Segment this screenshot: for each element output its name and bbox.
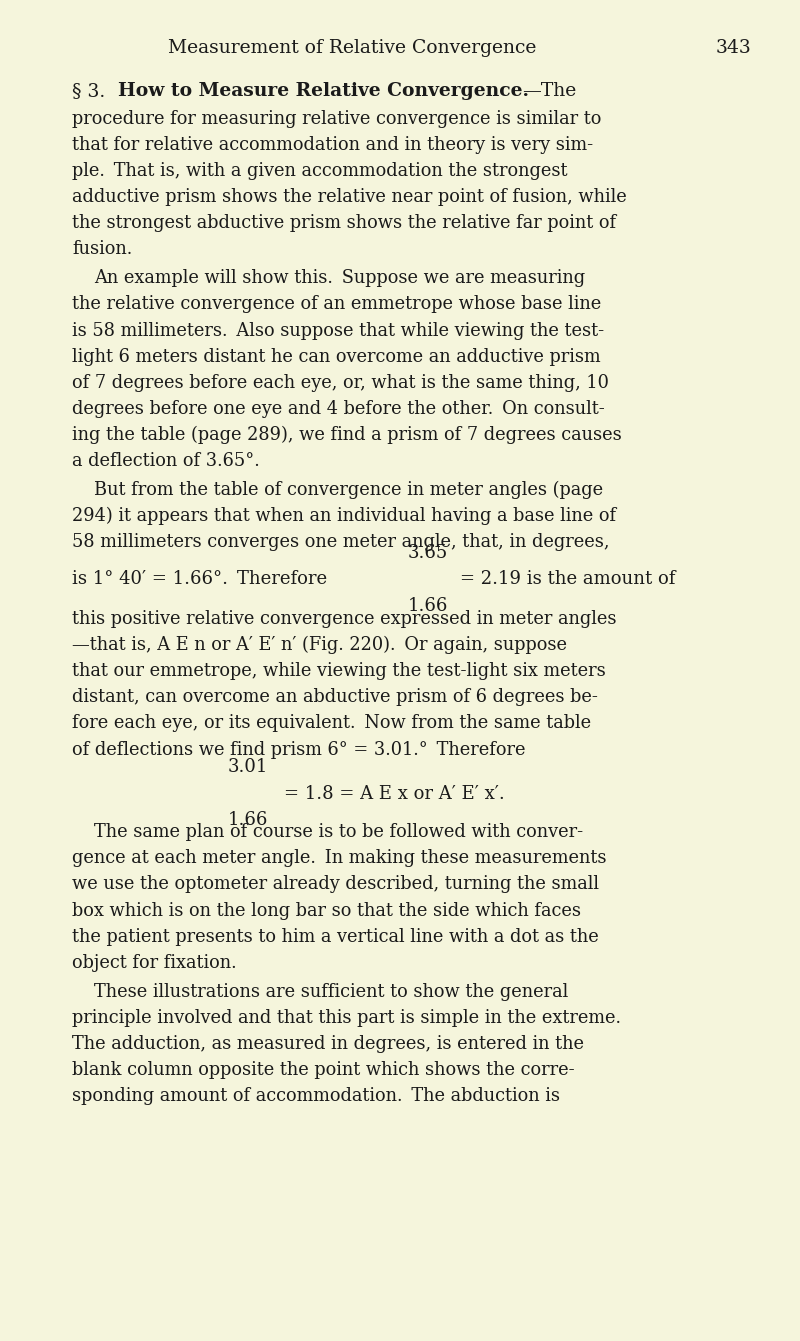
Text: a deflection of 3.65°.: a deflection of 3.65°. [72, 452, 260, 471]
Text: = 2.19 is the amount of: = 2.19 is the amount of [460, 570, 675, 589]
Text: 1.66: 1.66 [408, 597, 448, 614]
Text: adductive prism shows the relative near point of fusion, while: adductive prism shows the relative near … [72, 188, 626, 207]
Text: 343: 343 [716, 39, 752, 58]
Text: the strongest abductive prism shows the relative far point of: the strongest abductive prism shows the … [72, 215, 616, 232]
Text: degrees before one eye and 4 before the other. On consult-: degrees before one eye and 4 before the … [72, 400, 605, 418]
Text: of 7 degrees before each eye, or, what is the same thing, 10: of 7 degrees before each eye, or, what i… [72, 374, 609, 392]
Text: 58 millimeters converges one meter angle, that, in degrees,: 58 millimeters converges one meter angle… [72, 534, 610, 551]
Text: 1.66: 1.66 [228, 811, 268, 829]
Text: that for relative accommodation and in theory is very sim-: that for relative accommodation and in t… [72, 135, 593, 154]
Text: fusion.: fusion. [72, 240, 132, 259]
Text: object for fixation.: object for fixation. [72, 953, 237, 972]
Text: = 1.8 = A E x or A′ E′ x′.: = 1.8 = A E x or A′ E′ x′. [284, 784, 505, 803]
Text: 294) it appears that when an individual having a base line of: 294) it appears that when an individual … [72, 507, 616, 526]
Text: sponding amount of accommodation. The abduction is: sponding amount of accommodation. The ab… [72, 1088, 560, 1105]
Text: procedure for measuring relative convergence is similar to: procedure for measuring relative converg… [72, 110, 602, 127]
Text: But from the table of convergence in meter angles (page: But from the table of convergence in met… [94, 481, 603, 499]
Text: the patient presents to him a vertical line with a dot as the: the patient presents to him a vertical l… [72, 928, 598, 945]
Text: —that is, A E n or A′ E′ n′ (Fig. 220). Or again, suppose: —that is, A E n or A′ E′ n′ (Fig. 220). … [72, 636, 567, 654]
Text: blank column opposite the point which shows the corre-: blank column opposite the point which sh… [72, 1061, 574, 1080]
Text: we use the optometer already described, turning the small: we use the optometer already described, … [72, 876, 599, 893]
Text: —The: —The [522, 82, 577, 101]
Text: light 6 meters distant he can overcome an adductive prism: light 6 meters distant he can overcome a… [72, 347, 601, 366]
Text: gence at each meter angle. In making these measurements: gence at each meter angle. In making the… [72, 849, 606, 868]
Text: distant, can overcome an abductive prism of 6 degrees be-: distant, can overcome an abductive prism… [72, 688, 598, 707]
Text: ple. That is, with a given accommodation the strongest: ple. That is, with a given accommodation… [72, 162, 567, 180]
Text: 3.01: 3.01 [228, 759, 268, 776]
Text: The same plan of course is to be followed with conver-: The same plan of course is to be followe… [94, 823, 583, 841]
Text: is 1° 40′ = 1.66°. Therefore: is 1° 40′ = 1.66°. Therefore [72, 570, 327, 589]
Text: An example will show this. Suppose we are measuring: An example will show this. Suppose we ar… [94, 270, 586, 287]
Text: § 3.: § 3. [72, 82, 106, 101]
Text: this positive relative convergence expressed in meter angles: this positive relative convergence expre… [72, 610, 617, 628]
Text: How to Measure Relative Convergence.: How to Measure Relative Convergence. [118, 82, 530, 101]
Text: 3.65: 3.65 [408, 544, 448, 562]
Text: that our emmetrope, while viewing the test-light six meters: that our emmetrope, while viewing the te… [72, 662, 606, 680]
Text: is 58 millimeters. Also suppose that while viewing the test-: is 58 millimeters. Also suppose that whi… [72, 322, 604, 339]
Text: ing the table (page 289), we find a prism of 7 degrees causes: ing the table (page 289), we find a pris… [72, 426, 622, 444]
Text: fore each eye, or its equivalent. Now from the same table: fore each eye, or its equivalent. Now fr… [72, 715, 591, 732]
Text: These illustrations are sufficient to show the general: These illustrations are sufficient to sh… [94, 983, 569, 1000]
Text: The adduction, as measured in degrees, is entered in the: The adduction, as measured in degrees, i… [72, 1035, 584, 1053]
Text: the relative convergence of an emmetrope whose base line: the relative convergence of an emmetrope… [72, 295, 602, 314]
Text: box which is on the long bar so that the side which faces: box which is on the long bar so that the… [72, 901, 581, 920]
Text: Measurement of Relative Convergence: Measurement of Relative Convergence [168, 39, 536, 58]
Text: of deflections we find prism 6° = 3.01.° Therefore: of deflections we find prism 6° = 3.01.°… [72, 740, 526, 759]
Text: principle involved and that this part is simple in the extreme.: principle involved and that this part is… [72, 1008, 621, 1027]
